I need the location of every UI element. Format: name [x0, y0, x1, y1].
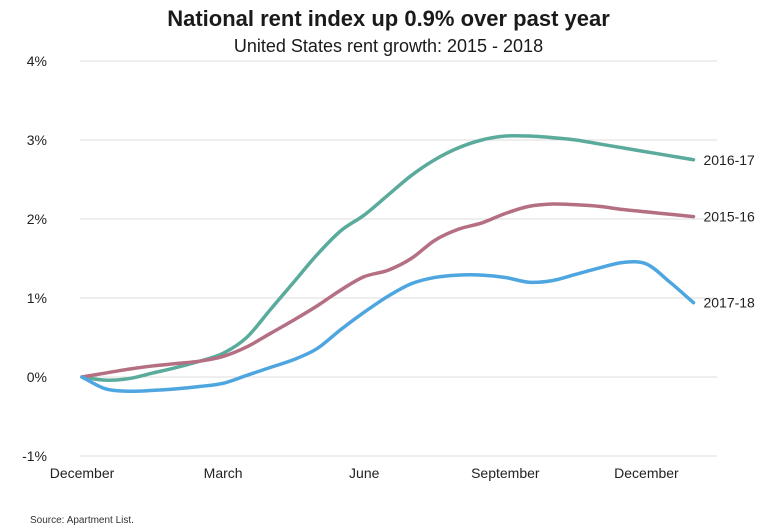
series-line-2015-16 — [80, 202, 696, 379]
x-tick-label: June — [349, 465, 380, 481]
y-tick-label: -1% — [22, 448, 47, 464]
x-tick-label: December — [50, 465, 115, 481]
y-tick-label: 4% — [27, 53, 47, 69]
y-tick-label: 0% — [27, 369, 47, 385]
x-tick-label: December — [614, 465, 679, 481]
x-axis-ticks: December March June September December — [50, 465, 679, 481]
series-label-2015-16: 2015-16 — [703, 209, 755, 225]
chart-subtitle: United States rent growth: 2015 - 2018 — [233, 36, 544, 56]
y-tick-label: 2% — [27, 211, 47, 227]
series-labels: 2016-17 2015-16 2017-18 — [703, 152, 755, 311]
y-axis-ticks: 4% 3% 2% 1% 0% -1% — [22, 53, 47, 464]
x-tick-label: September — [471, 465, 540, 481]
series-line-2016-17 — [80, 133, 696, 382]
x-tick-label: March — [204, 465, 243, 481]
series-label-2016-17: 2016-17 — [703, 152, 755, 168]
y-tick-label: 3% — [27, 132, 47, 148]
source-note: Source: Apartment List. — [30, 515, 134, 526]
series-lines — [80, 133, 696, 394]
y-tick-label: 1% — [27, 290, 47, 306]
series-label-2017-18: 2017-18 — [703, 295, 755, 311]
series-line-2017-18 — [80, 260, 696, 394]
grid-lines — [80, 60, 717, 457]
chart-title: National rent index up 0.9% over past ye… — [167, 6, 610, 31]
